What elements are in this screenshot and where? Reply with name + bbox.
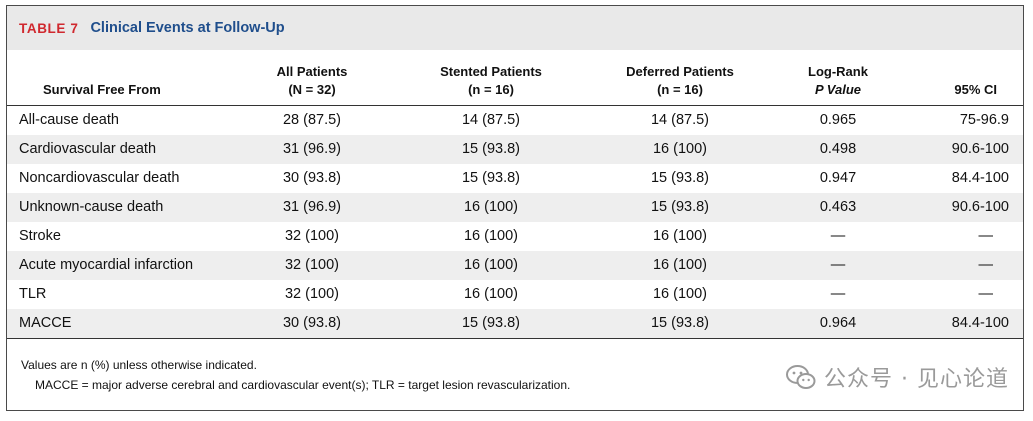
table-row: Acute myocardial infarction 32 (100) 16 … xyxy=(7,250,1023,280)
cell-label: All-cause death xyxy=(19,112,119,128)
table-row: Unknown-cause death 31 (96.9) 16 (100) 1… xyxy=(7,192,1023,222)
cell-pvalue: 0.947 xyxy=(819,170,857,186)
col-header-all: All Patients (N = 32) xyxy=(227,50,397,106)
cell-ci: 75-96.9 xyxy=(959,112,1009,128)
cell-pvalue: 0.965 xyxy=(819,112,857,128)
cell-stented: 15 (93.8) xyxy=(397,134,585,164)
cell-deferred: 16 (100) xyxy=(585,134,775,164)
cell-deferred: 15 (93.8) xyxy=(650,170,710,186)
watermark-text: 公众号 · 见心论道 xyxy=(824,367,1009,392)
table-row: Stroke 32 (100) 16 (100) 16 (100) — — xyxy=(7,222,1023,251)
col-header-ci: 95% CI xyxy=(901,50,1023,106)
cell-pvalue: — xyxy=(830,286,846,302)
cell-ci: 90.6-100 xyxy=(901,192,1023,222)
cell-all: 31 (96.9) xyxy=(227,134,397,164)
table-label: TABLE 7 xyxy=(19,20,79,36)
cell-stented: 14 (87.5) xyxy=(461,112,521,128)
col-header-deferred: Deferred Patients (n = 16) xyxy=(585,50,775,106)
cell-all: 28 (87.5) xyxy=(282,112,342,128)
cell-stented: 16 (100) xyxy=(463,228,518,244)
cell-deferred: 15 (93.8) xyxy=(585,308,775,339)
cell-pvalue: 0.964 xyxy=(775,308,901,339)
cell-stented: 16 (100) xyxy=(463,286,518,302)
clinical-events-table: Survival Free From All Patients (N = 32) … xyxy=(7,50,1023,339)
col-header-logrank: Log-Rank P Value xyxy=(775,50,901,106)
table-row: Noncardiovascular death 30 (93.8) 15 (93… xyxy=(7,164,1023,193)
cell-pvalue: — xyxy=(830,228,846,244)
footnote-abbreviations: MACCE = major adverse cerebral and cardi… xyxy=(35,377,571,392)
wechat-icon xyxy=(786,365,816,389)
cell-deferred: 16 (100) xyxy=(652,286,707,302)
col-header-survival: Survival Free From xyxy=(7,50,227,106)
cell-ci: — xyxy=(978,228,994,244)
cell-ci: 84.4-100 xyxy=(901,308,1023,339)
cell-stented: 15 (93.8) xyxy=(461,170,521,186)
table-title-bar: TABLE 7 Clinical Events at Follow-Up xyxy=(7,6,1023,50)
cell-stented: 16 (100) xyxy=(397,250,585,280)
cell-pvalue: 0.498 xyxy=(775,134,901,164)
cell-all: 30 (93.8) xyxy=(282,170,342,186)
cell-all: 32 (100) xyxy=(284,286,339,302)
cell-pvalue: 0.463 xyxy=(775,192,901,222)
table-frame: TABLE 7 Clinical Events at Follow-Up Sur… xyxy=(6,5,1024,411)
cell-stented: 15 (93.8) xyxy=(397,308,585,339)
table-row: MACCE 30 (93.8) 15 (93.8) 15 (93.8) 0.96… xyxy=(7,308,1023,339)
cell-all: 32 (100) xyxy=(284,228,339,244)
table-footnotes: Values are n (%) unless otherwise indica… xyxy=(7,339,1023,395)
cell-deferred: 16 (100) xyxy=(652,228,707,244)
cell-label: Unknown-cause death xyxy=(7,192,227,222)
table-title: Clinical Events at Follow-Up xyxy=(90,20,285,36)
cell-label: Cardiovascular death xyxy=(7,134,227,164)
table-row: All-cause death 28 (87.5) 14 (87.5) 14 (… xyxy=(7,105,1023,135)
cell-deferred: 15 (93.8) xyxy=(585,192,775,222)
cell-ci: 90.6-100 xyxy=(901,134,1023,164)
cell-label: Acute myocardial infarction xyxy=(7,250,227,280)
footnote-values: Values are n (%) unless otherwise indica… xyxy=(21,357,257,372)
cell-label: Noncardiovascular death xyxy=(19,170,180,186)
cell-all: 32 (100) xyxy=(227,250,397,280)
header-row: Survival Free From All Patients (N = 32) … xyxy=(7,50,1023,106)
col-header-stented: Stented Patients (n = 16) xyxy=(397,50,585,106)
cell-deferred: 16 (100) xyxy=(585,250,775,280)
table-row: TLR 32 (100) 16 (100) 16 (100) — — xyxy=(7,280,1023,309)
cell-ci: 84.4-100 xyxy=(951,170,1009,186)
cell-ci: — xyxy=(901,250,1023,280)
cell-stented: 16 (100) xyxy=(397,192,585,222)
cell-label: Stroke xyxy=(19,228,61,244)
cell-label: MACCE xyxy=(7,308,227,339)
cell-deferred: 14 (87.5) xyxy=(650,112,710,128)
cell-ci: — xyxy=(978,286,994,302)
cell-all: 30 (93.8) xyxy=(227,308,397,339)
watermark: 公众号 · 见心论道 xyxy=(786,361,1009,393)
cell-pvalue: — xyxy=(775,250,901,280)
table-row: Cardiovascular death 31 (96.9) 15 (93.8)… xyxy=(7,134,1023,164)
cell-label: TLR xyxy=(19,286,47,302)
cell-all: 31 (96.9) xyxy=(227,192,397,222)
